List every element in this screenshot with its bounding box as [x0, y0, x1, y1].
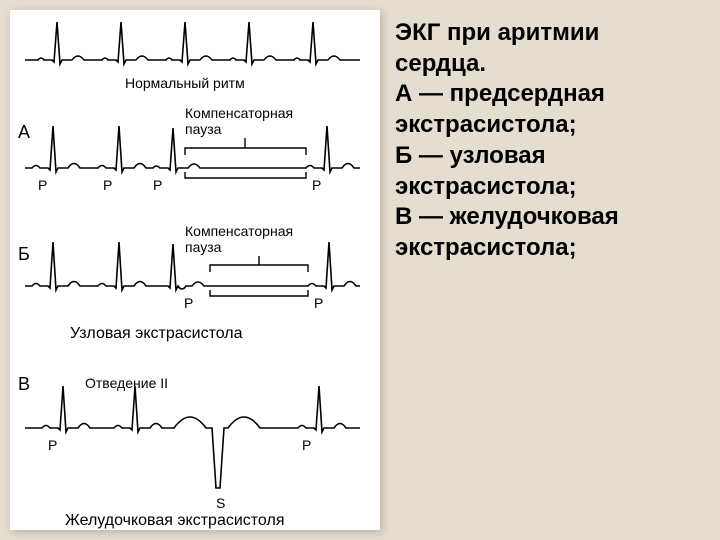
text-panel: ЭКГ при аритмии сердца. А — предсердная … [395, 18, 705, 264]
p-label: P [302, 437, 311, 453]
bracket-compensatory-b [210, 265, 308, 272]
label-nodal-extrasystole: Узловая экстрасистола [70, 325, 243, 342]
row-letter-a: А [18, 122, 30, 142]
desc-v-2: экстрасистола; [395, 233, 705, 264]
desc-b-1: Б — узловая [395, 141, 705, 172]
bracket-compensatory-a [185, 148, 306, 155]
p-label: P [184, 295, 193, 311]
s-label: S [216, 495, 225, 511]
label-ventricular-extrasystole: Желудочковая экстрасистоля [65, 512, 284, 529]
title-line-1: ЭКГ при аритмии [395, 18, 705, 49]
ecg-trace-normal [25, 22, 360, 64]
p-label: P [314, 295, 323, 311]
desc-v-1: В — желудочковая [395, 202, 705, 233]
desc-b-2: экстрасистола; [395, 172, 705, 203]
p-label: P [38, 177, 47, 193]
label-compensatory-pause-nodal-2: пауза [185, 239, 222, 255]
row-letter-b: Б [18, 244, 30, 264]
bracket-lower-a [185, 172, 306, 178]
title-line-2: сердца. [395, 49, 705, 80]
desc-a-2: экстрасистола; [395, 110, 705, 141]
ecg-diagram: Нормальный ритм А P P P P Компенсаторная… [10, 10, 380, 530]
page-root: Нормальный ритм А P P P P Компенсаторная… [0, 0, 720, 540]
bracket-lower-b [210, 290, 308, 296]
label-normal-rhythm: Нормальный ритм [125, 75, 245, 91]
label-lead-ii: Отведение II [85, 375, 168, 391]
label-compensatory-pause-2: пауза [185, 121, 222, 137]
label-compensatory-pause-nodal: Компенсаторная [185, 223, 293, 239]
label-compensatory-pause: Компенсаторная [185, 105, 293, 121]
diagram-panel: Нормальный ритм А P P P P Компенсаторная… [10, 10, 380, 530]
p-label: P [48, 437, 57, 453]
p-label: P [103, 177, 112, 193]
row-letter-v: В [18, 374, 30, 394]
p-label: P [312, 177, 321, 193]
desc-a-1: А — предсердная [395, 79, 705, 110]
p-label: P [153, 177, 162, 193]
